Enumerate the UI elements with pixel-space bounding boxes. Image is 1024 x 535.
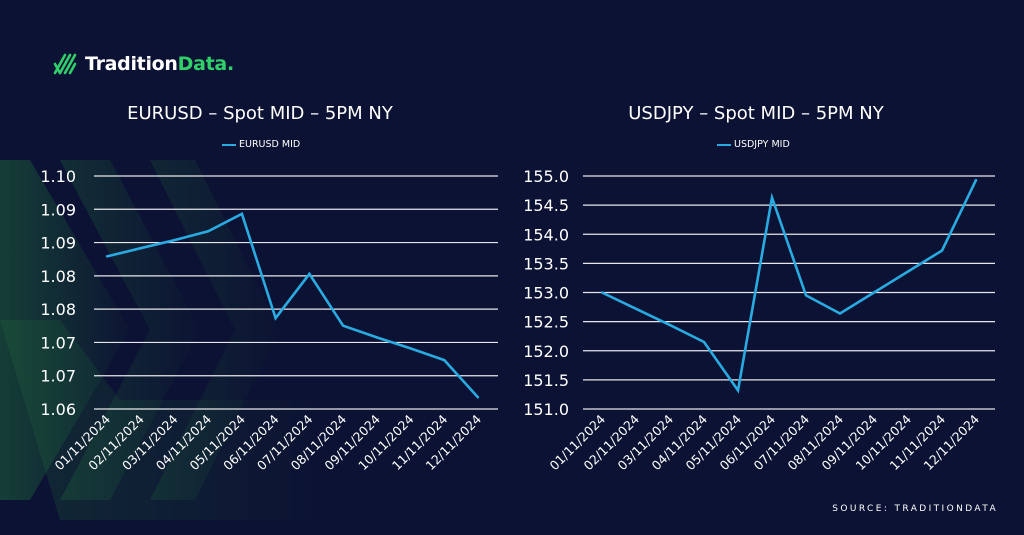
eurusd-data-point [274, 316, 277, 320]
eurusd-data-point [476, 396, 480, 399]
usdjpy-y-tick-label: 151.0 [523, 400, 569, 419]
eurusd-legend-label: EURUSD MID [239, 139, 301, 150]
eurusd-data-point [173, 238, 176, 242]
eurusd-data-point [308, 272, 311, 276]
usdjpy-y-tick-label: 154.0 [523, 225, 569, 244]
brand-name: TraditionData. [85, 53, 234, 75]
usdjpy-y-tick-label: 152.5 [523, 313, 569, 332]
usdjpy-data-point [600, 291, 604, 294]
usdjpy-data-point [838, 312, 842, 315]
eurusd-y-tick-label: 1.09 [40, 200, 76, 219]
usdjpy-data-point [940, 249, 944, 252]
usdjpy-legend-swatch [717, 143, 731, 146]
usdjpy-data-point [872, 291, 876, 294]
eurusd-legend-swatch [222, 143, 236, 146]
eurusd-data-point [105, 255, 109, 258]
usdjpy-y-tick-label: 153.5 [523, 254, 569, 273]
eurusd-chart-title: EURUSD – Spot MID – 5PM NY [127, 103, 393, 124]
usdjpy-data-point [634, 307, 638, 311]
usdjpy-y-tick-label: 154.5 [523, 196, 569, 215]
eurusd-y-tick-label: 1.07 [40, 333, 76, 352]
brand-logo: TraditionData. [52, 52, 234, 76]
usdjpy-data-point [974, 178, 978, 182]
usdjpy-legend: USDJPY MID [717, 139, 790, 150]
eurusd-y-tick-label: 1.06 [40, 400, 76, 419]
usdjpy-data-point [668, 323, 672, 327]
eurusd-data-point [375, 336, 379, 339]
eurusd-data-point [206, 230, 210, 233]
eurusd-y-tick-label: 1.08 [40, 267, 76, 286]
eurusd-data-point [341, 324, 345, 327]
usdjpy-data-point [804, 294, 808, 297]
eurusd-y-tick-label: 1.07 [40, 367, 76, 386]
usdjpy-data-point [736, 389, 740, 392]
source-label: SOURCE: TRADITIONDATA [832, 504, 998, 514]
usdjpy-data-point [906, 270, 910, 273]
usdjpy-y-tick-label: 152.0 [523, 342, 569, 361]
usdjpy-y-tick-label: 155.0 [523, 167, 569, 186]
eurusd-data-point [240, 212, 244, 216]
usdjpy-y-tick-label: 151.5 [523, 371, 569, 390]
tradition-data-logo-icon [53, 53, 77, 75]
usdjpy-legend-label: USDJPY MID [734, 139, 790, 150]
eurusd-data-point [443, 358, 446, 362]
eurusd-y-tick-label: 1.08 [40, 300, 76, 319]
usdjpy-series-line [601, 179, 978, 394]
usdjpy-data-point [770, 196, 774, 199]
eurusd-series-line [106, 212, 479, 399]
usdjpy-data-point [702, 340, 706, 344]
eurusd-data-point [139, 247, 142, 250]
eurusd-data-point [409, 347, 412, 350]
usdjpy-chart-title: USDJPY – Spot MID – 5PM NY [628, 103, 884, 124]
eurusd-legend: EURUSD MID [222, 139, 300, 150]
usdjpy-y-tick-label: 153.0 [523, 284, 569, 303]
eurusd-y-tick-label: 1.10 [40, 167, 76, 186]
eurusd-y-tick-label: 1.09 [40, 234, 76, 253]
